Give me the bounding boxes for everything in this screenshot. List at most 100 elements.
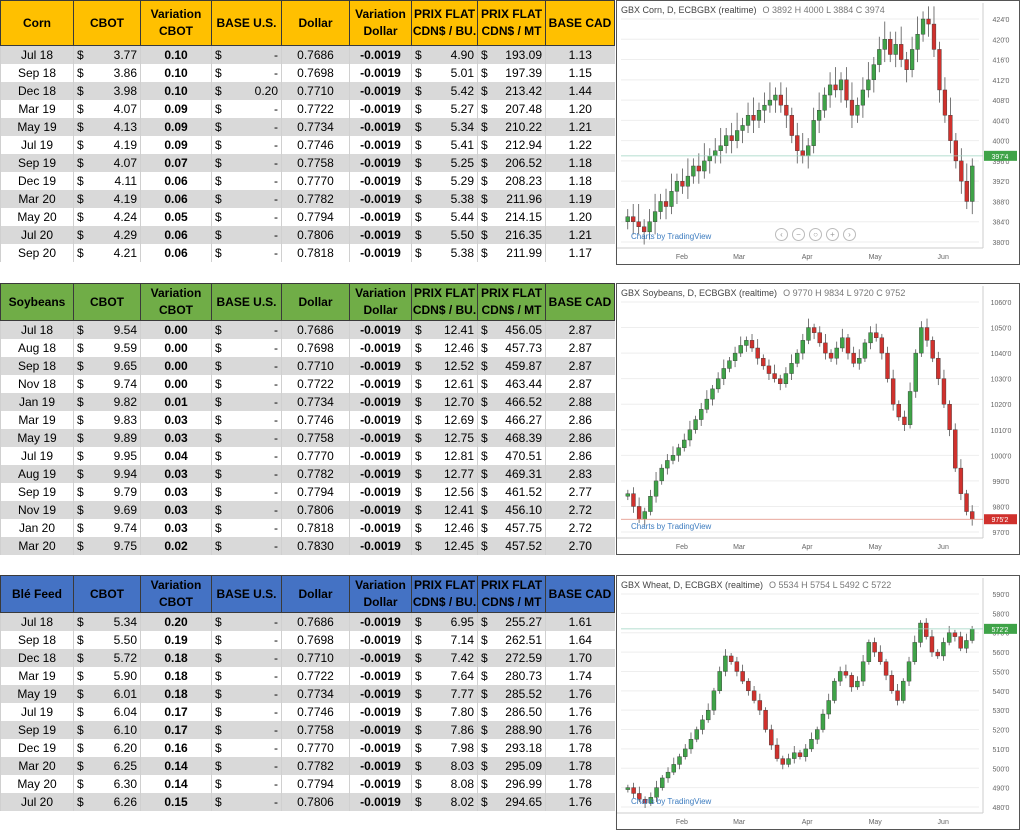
base-us: - xyxy=(274,322,278,337)
candle-down xyxy=(959,160,964,182)
candle-up xyxy=(920,18,926,35)
base-cad: 1.18 xyxy=(545,153,615,172)
section-name: Corn xyxy=(0,0,74,46)
contract-month: Mar 19 xyxy=(0,666,74,685)
cbot-price: 4.21 xyxy=(113,245,137,260)
chart-title: GBX Wheat, D, ECBGBX (realtime) O 5534 H … xyxy=(621,580,891,590)
dollar-variation: -0.0019 xyxy=(349,338,412,357)
dollar-sign: $ xyxy=(77,466,84,481)
flat-price-mt: 214.15 xyxy=(505,209,542,224)
reset-icon[interactable]: ○ xyxy=(809,228,822,241)
contract-month: Jul 18 xyxy=(0,320,74,339)
dollar-sign: $ xyxy=(481,191,488,206)
dollar-sign: $ xyxy=(481,173,488,188)
candle-up xyxy=(815,729,820,740)
price-chart[interactable]: 590'0 580'0 570'0 560'0 550'0 540'0 530'0 520'0… xyxy=(616,575,1020,830)
candle-down xyxy=(636,506,642,520)
price-table: Corn CBOT Variation CBOT BASE U.S. Dollar Var… xyxy=(0,0,615,262)
scroll-left-icon[interactable]: ‹ xyxy=(775,228,788,241)
scroll-right-icon[interactable]: › xyxy=(843,228,856,241)
candle-down xyxy=(728,655,734,662)
zoom-out-icon[interactable]: − xyxy=(792,228,805,241)
base-us: - xyxy=(274,137,278,152)
base-cad: 2.87 xyxy=(545,320,615,339)
chart-symbol: GBX Wheat, D, ECBGBX (realtime) xyxy=(621,580,764,590)
dollar-sign: $ xyxy=(481,668,488,683)
base-cad: 1.17 xyxy=(545,243,615,262)
table-row: Mar 19 $9.83 0.03 $ -0.7746 -0.0019 $12.69 $466… xyxy=(0,410,615,429)
dollar-rate: 0.7698 xyxy=(281,63,350,82)
tradingview-watermark[interactable]: Charts by TradingView xyxy=(631,797,712,806)
contract-month: Jul 20 xyxy=(0,225,74,244)
dollar-sign: $ xyxy=(481,155,488,170)
candle-up xyxy=(674,180,680,192)
price-chart[interactable]: 1060'0 1050'0 1040'0 1030'0 1020'0 1010'0 1000… xyxy=(616,283,1020,555)
dollar-rate: 0.7794 xyxy=(281,482,350,501)
dollar-sign: $ xyxy=(77,155,84,170)
table-row: Sep 18 $9.65 0.00 $ -0.7710 -0.0019 $12.52 $459… xyxy=(0,356,615,375)
dollar-sign: $ xyxy=(481,119,488,134)
candle-up xyxy=(648,496,653,512)
candle-up xyxy=(834,347,839,359)
candle-up xyxy=(762,104,767,111)
dollar-rate: 0.7722 xyxy=(281,374,350,393)
dollar-sign: $ xyxy=(77,394,84,409)
cbot-variation: 0.03 xyxy=(140,428,212,447)
contract-month: May 19 xyxy=(0,428,74,447)
candle-up xyxy=(827,84,833,96)
table-row: Nov 18 $9.74 0.00 $ -0.7722 -0.0019 $12.61 $463… xyxy=(0,374,615,393)
candle-up xyxy=(832,680,837,701)
price-chart[interactable]: 424'0 420'0 416'0 412'0 408'0 404'0 400'0 396'0… xyxy=(616,0,1020,265)
dollar-variation: -0.0019 xyxy=(349,518,412,537)
column-header: CBOT xyxy=(73,0,141,46)
dollar-rate: 0.7770 xyxy=(281,738,350,757)
dollar-variation: -0.0019 xyxy=(349,135,412,154)
candle-down xyxy=(964,180,969,202)
contract-month: Dec 18 xyxy=(0,81,74,100)
table-row: May 19 $4.13 0.09 $ -0.7734 -0.0019 $5.34 $210.… xyxy=(0,117,615,136)
cbot-price: 5.50 xyxy=(113,632,137,647)
dollar-sign: $ xyxy=(215,394,222,409)
table-row: Dec 18 $3.98 0.10 $0.20 0.7710 -0.0019 $5.42 $2… xyxy=(0,81,615,100)
y-tick-label: 530'0 xyxy=(993,708,1010,715)
candle-down xyxy=(936,358,941,379)
candle-down xyxy=(953,429,958,469)
dollar-rate: 0.7758 xyxy=(281,428,350,447)
base-us: - xyxy=(274,227,278,242)
tradingview-watermark[interactable]: Charts by TradingView xyxy=(631,522,712,531)
y-tick-label: 1010'0 xyxy=(991,428,1012,435)
candle-down xyxy=(631,216,636,222)
chart-symbol: GBX Corn, D, ECBGBX (realtime) xyxy=(621,5,757,15)
candle-up xyxy=(717,671,722,692)
candle-up xyxy=(893,44,898,55)
flat-price-bu: 5.25 xyxy=(450,155,474,170)
candle-up xyxy=(699,409,704,420)
dollar-variation: -0.0019 xyxy=(349,243,412,262)
x-tick-label: Jun xyxy=(938,819,949,826)
candle-up xyxy=(685,175,691,187)
dollar-sign: $ xyxy=(215,794,222,809)
dollar-sign: $ xyxy=(77,430,84,445)
dollar-variation: -0.0019 xyxy=(349,320,412,339)
contract-month: Dec 19 xyxy=(0,738,74,757)
last-price-tag xyxy=(984,623,1017,634)
dollar-sign: $ xyxy=(215,358,222,373)
candle-up xyxy=(660,777,665,788)
dollar-sign: $ xyxy=(415,101,422,116)
chart-title: GBX Corn, D, ECBGBX (realtime) O 3892 H 4… xyxy=(621,5,885,15)
tradingview-watermark[interactable]: Charts by TradingView xyxy=(631,232,712,241)
candle-up xyxy=(800,340,805,354)
dollar-sign: $ xyxy=(77,376,84,391)
cbot-variation: 0.10 xyxy=(140,81,212,100)
zoom-in-icon[interactable]: + xyxy=(826,228,839,241)
dollar-sign: $ xyxy=(481,448,488,463)
dollar-sign: $ xyxy=(77,83,84,98)
column-header: Variation Dollar xyxy=(349,575,412,613)
contract-month: Sep 19 xyxy=(0,153,74,172)
cbot-variation: 0.03 xyxy=(140,410,212,429)
cbot-variation: 0.04 xyxy=(140,446,212,465)
dollar-sign: $ xyxy=(481,776,488,791)
chart-navigation: ‹ − ○ + › xyxy=(775,228,856,241)
dollar-sign: $ xyxy=(215,502,222,517)
